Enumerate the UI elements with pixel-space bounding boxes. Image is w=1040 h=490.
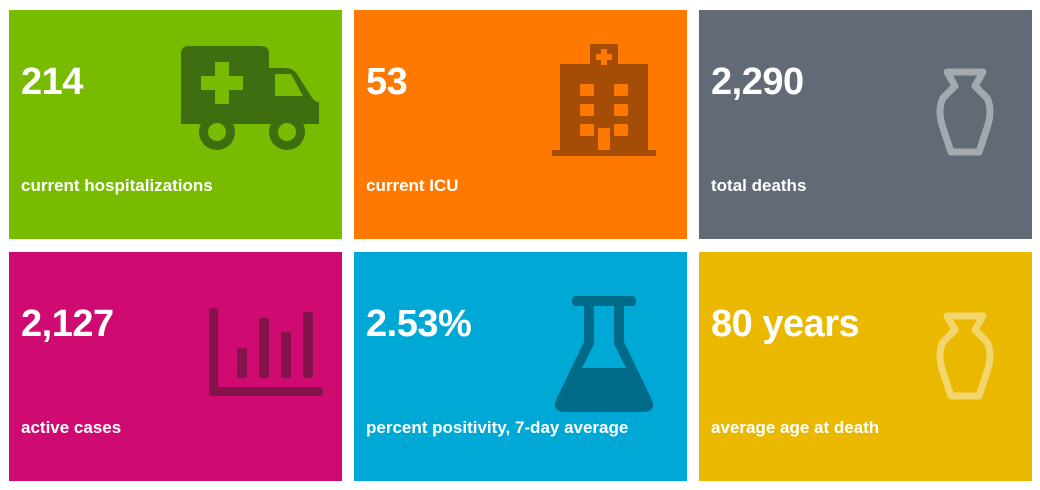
stat-value: 2.53%	[366, 303, 472, 345]
hospital-building-icon	[552, 44, 656, 160]
stat-label: current ICU	[366, 176, 459, 195]
stat-label: percent positivity, 7-day average	[366, 418, 629, 437]
ambulance-icon	[177, 44, 323, 156]
urn-icon	[933, 310, 997, 402]
stat-tile-percent-positivity: 2.53% percent positivity, 7-day average	[354, 252, 687, 481]
stat-tile-hospitalizations: 214 current hospitalizations	[9, 10, 342, 239]
stat-tile-icu: 53 current ICU	[354, 10, 687, 239]
stats-dashboard: 214 current hospitalizations 53 current …	[9, 10, 1033, 481]
stat-value: 214	[21, 61, 83, 103]
stat-value: 80 years	[711, 303, 860, 345]
stat-label: total deaths	[711, 176, 807, 195]
stat-label: current hospitalizations	[21, 176, 213, 195]
bar-chart-icon	[207, 308, 325, 398]
stat-value: 2,290	[711, 61, 804, 103]
stat-label: active cases	[21, 418, 122, 437]
stat-value: 2,127	[21, 303, 114, 345]
stat-value: 53	[366, 61, 408, 103]
stat-tile-active-cases: 2,127 active cases	[9, 252, 342, 481]
urn-icon	[933, 66, 997, 158]
stat-label: average age at death	[711, 418, 880, 437]
stat-tile-total-deaths: 2,290 total deaths	[699, 10, 1032, 239]
flask-icon	[552, 296, 656, 416]
stat-tile-average-age: 80 years average age at death	[699, 252, 1032, 481]
